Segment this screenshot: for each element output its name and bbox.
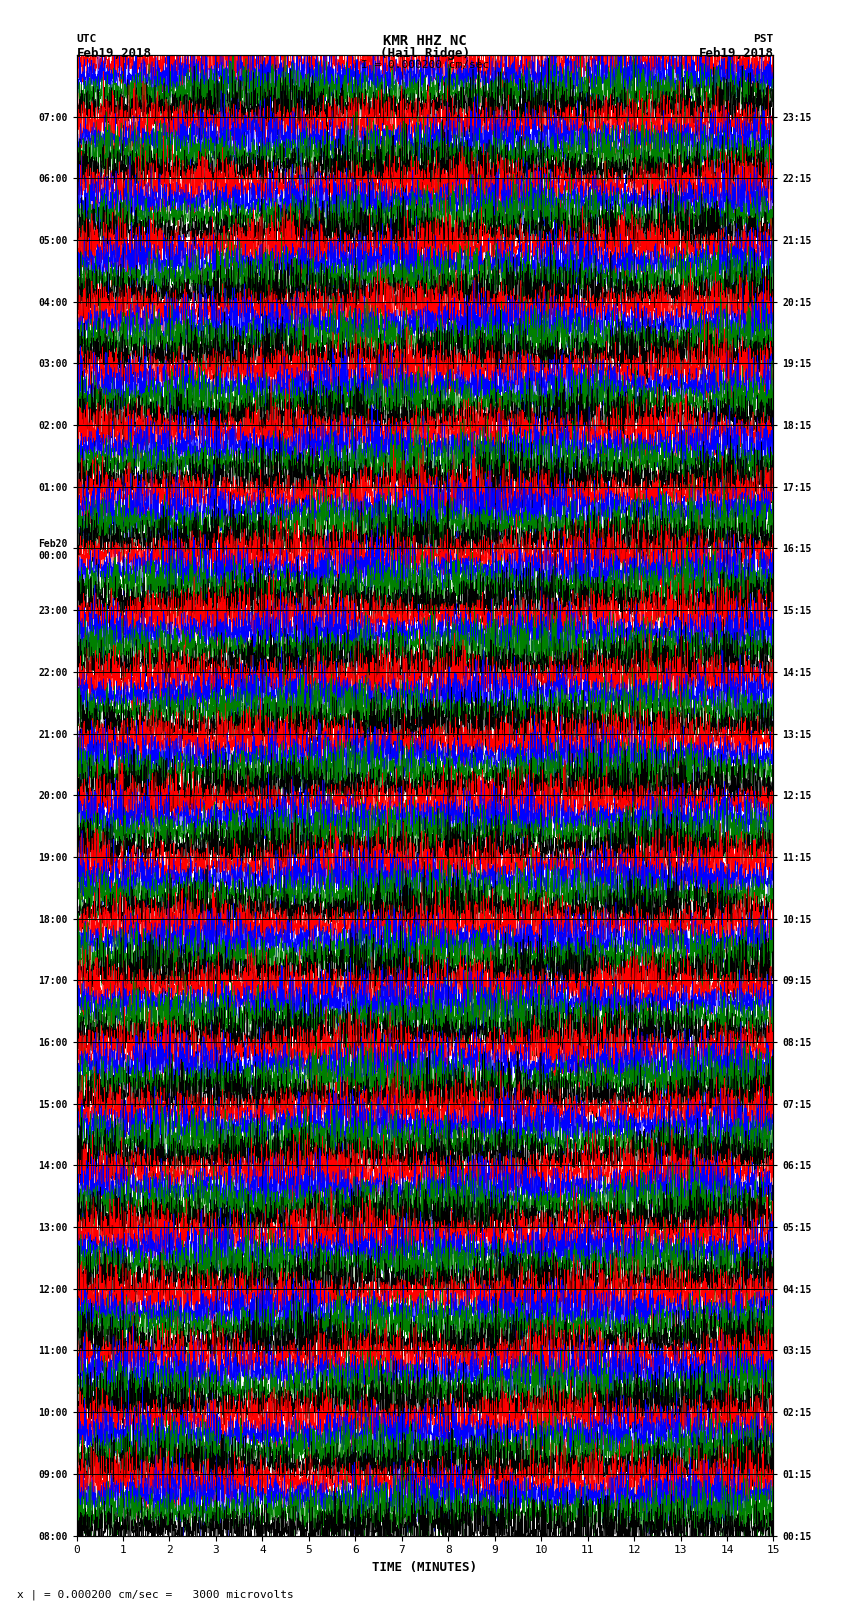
Text: (Hail Ridge): (Hail Ridge): [380, 47, 470, 60]
Text: Feb19,2018: Feb19,2018: [699, 47, 774, 60]
Text: I = 0.000200 cm/sec: I = 0.000200 cm/sec: [361, 60, 489, 69]
Text: Feb19,2018: Feb19,2018: [76, 47, 151, 60]
Text: KMR HHZ NC: KMR HHZ NC: [383, 34, 467, 48]
Text: UTC: UTC: [76, 34, 97, 44]
Text: PST: PST: [753, 34, 774, 44]
Text: x | = 0.000200 cm/sec =   3000 microvolts: x | = 0.000200 cm/sec = 3000 microvolts: [17, 1589, 294, 1600]
X-axis label: TIME (MINUTES): TIME (MINUTES): [372, 1561, 478, 1574]
